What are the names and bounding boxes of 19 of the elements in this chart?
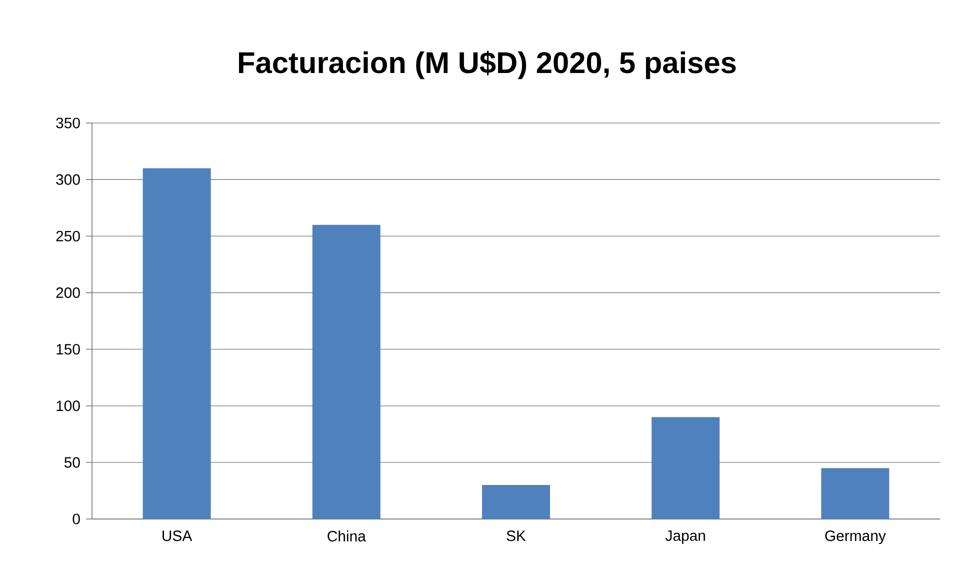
bar	[142, 168, 211, 519]
y-tick-label: 100	[56, 400, 80, 412]
x-tick-label: SK	[506, 530, 526, 542]
x-tick-label: China	[328, 530, 366, 542]
y-tick-label: 50	[64, 457, 80, 468]
x-tick-label: USA	[162, 530, 192, 542]
y-tick-label: 0	[72, 514, 80, 524]
bar	[482, 485, 550, 519]
y-tick-label: 200	[56, 287, 80, 298]
bar	[652, 417, 720, 519]
y-tick-label: 150	[56, 344, 80, 355]
y-tick-label: 250	[56, 230, 80, 242]
y-tick-label: 300	[56, 174, 80, 185]
bar	[821, 468, 890, 519]
bar	[312, 224, 380, 519]
x-tick-label: Japan	[665, 530, 705, 544]
x-tick-label: Germany	[825, 530, 886, 544]
y-tick-label: 350	[56, 118, 80, 128]
chart-title: Facturacion (M U$D) 2020, 5 paises	[239, 50, 736, 80]
